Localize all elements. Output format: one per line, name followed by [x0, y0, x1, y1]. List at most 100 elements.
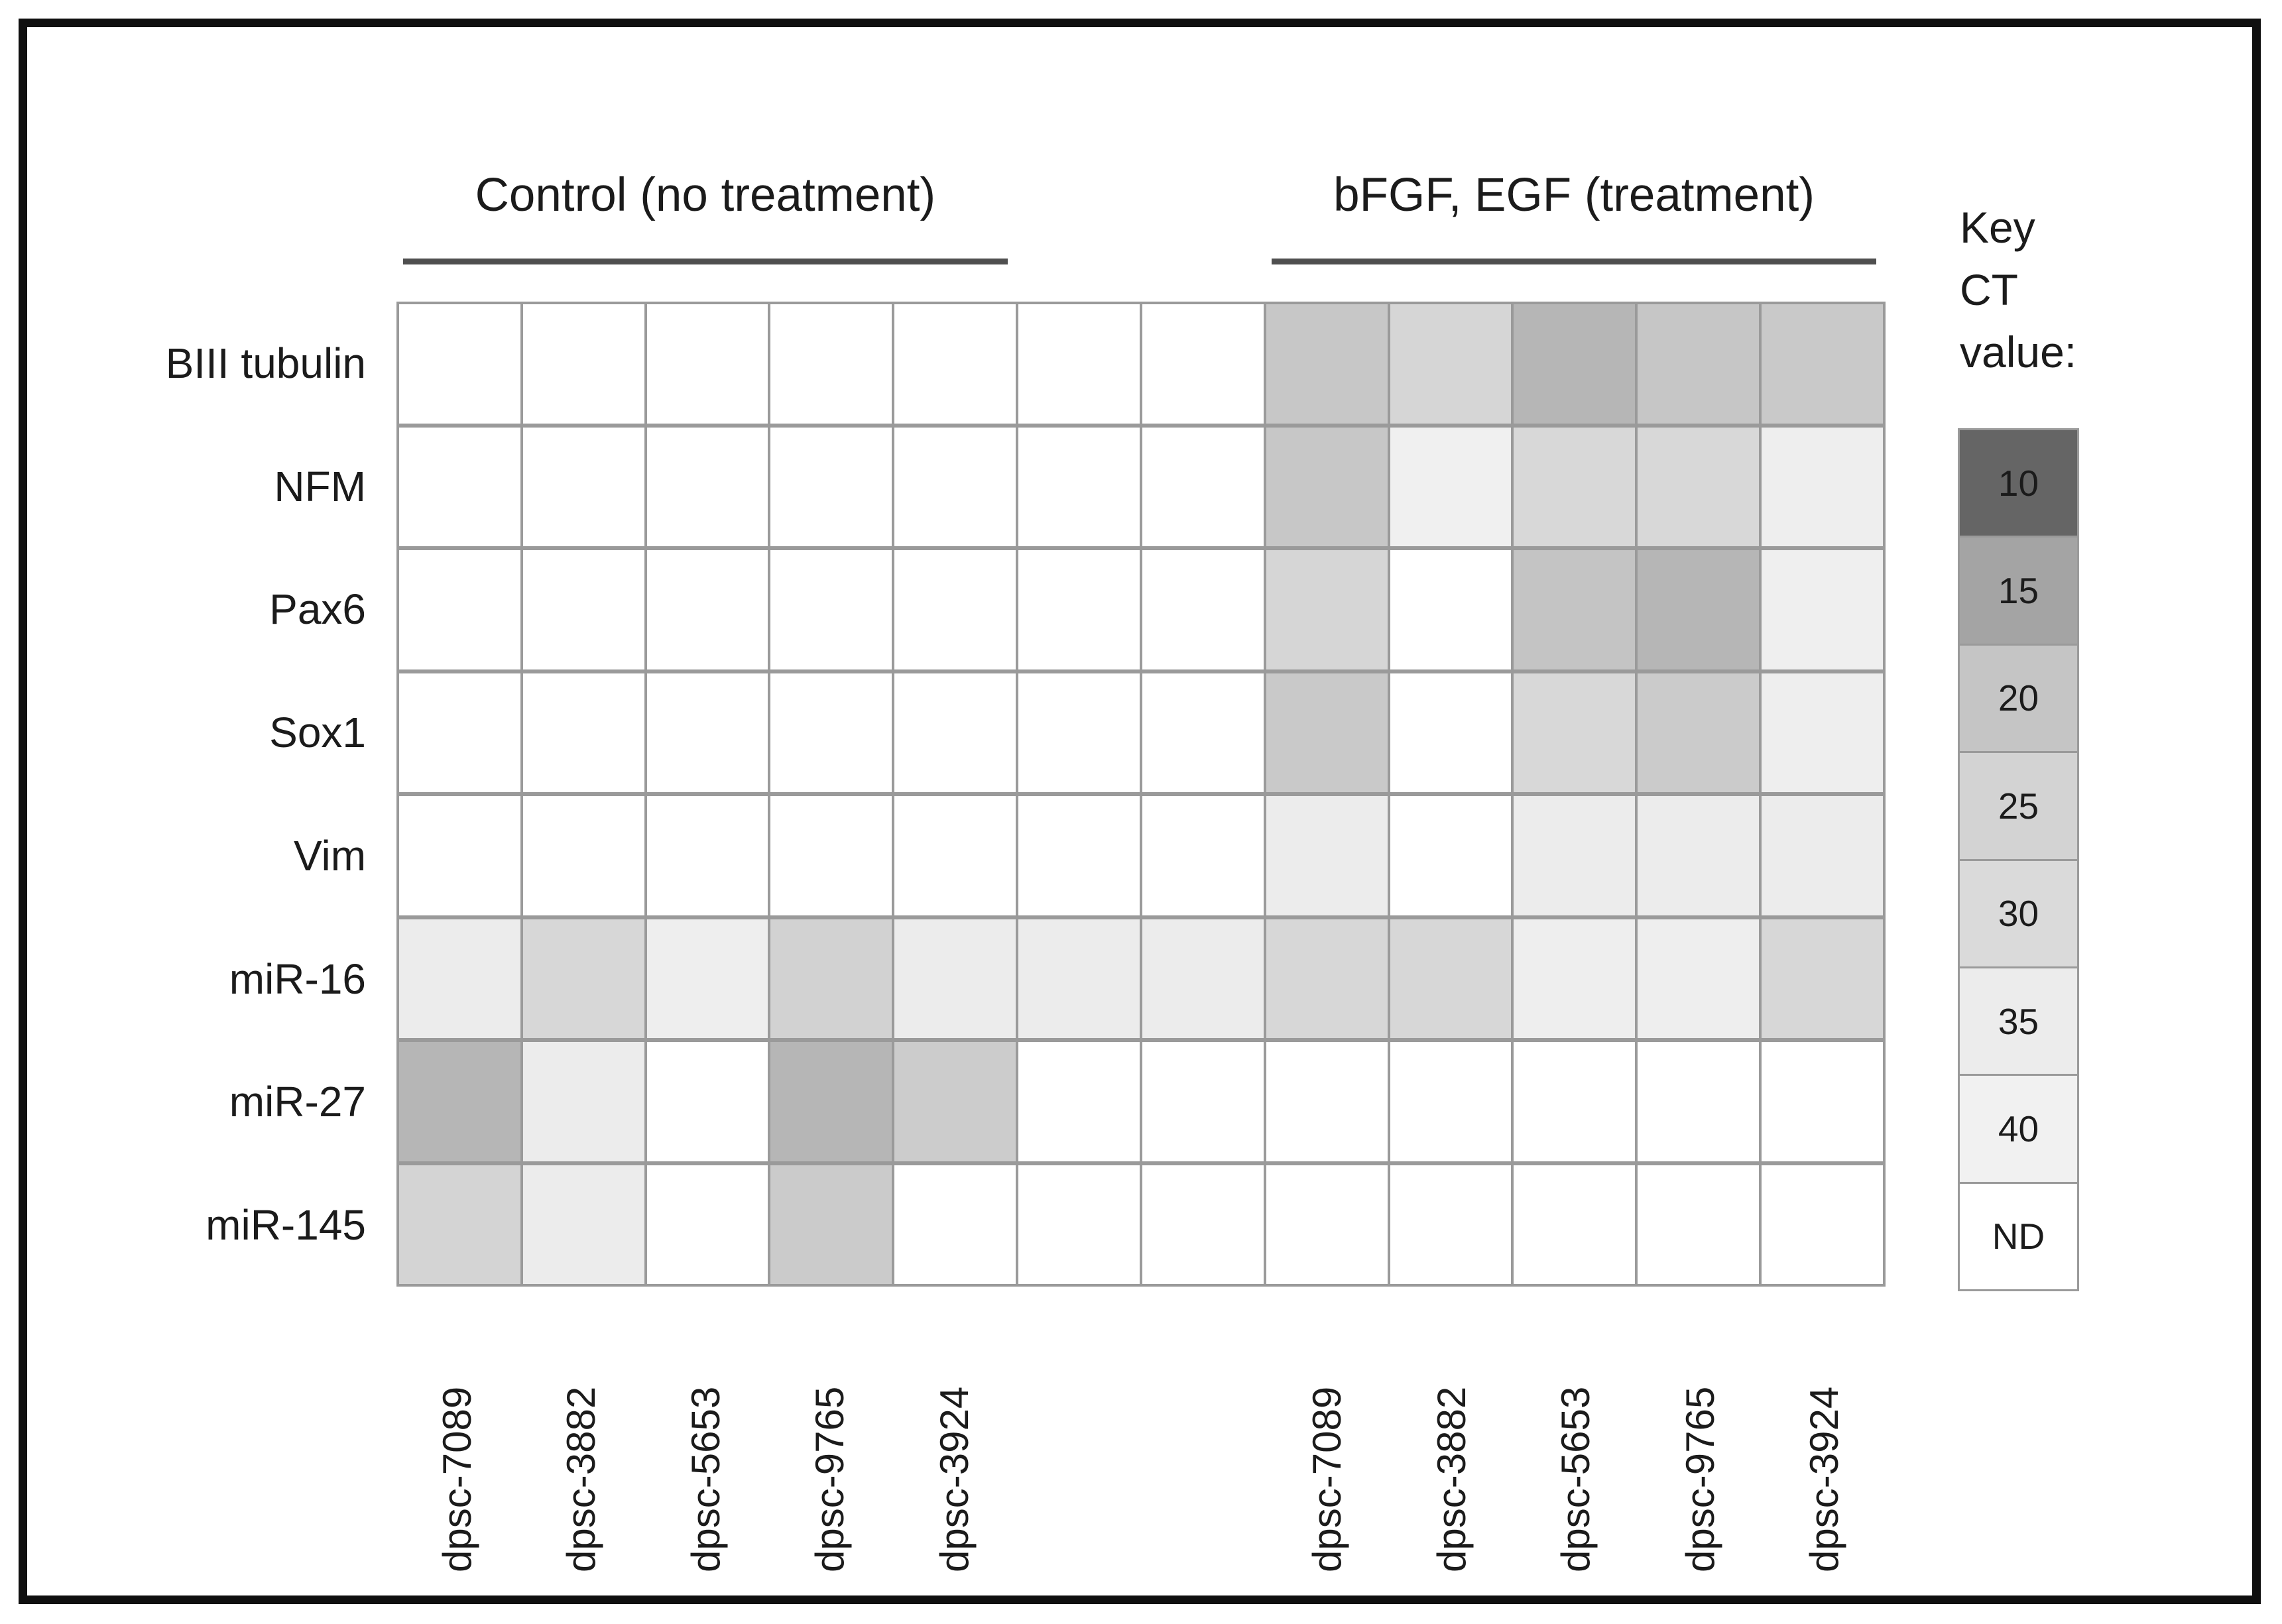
heatmap-cell — [1514, 673, 1636, 792]
column-spacer — [1018, 1319, 1140, 1584]
heatmap-cell — [646, 796, 768, 915]
heatmap-cell — [1762, 1165, 1883, 1284]
key-swatch-30: 30 — [1960, 860, 2077, 966]
column-label: dpsc-9765 — [1677, 1386, 1722, 1572]
heatmap-cell — [646, 1165, 768, 1284]
heatmap-cell — [770, 919, 892, 1038]
heatmap-cell — [1018, 919, 1140, 1038]
heatmap-cell — [1390, 796, 1512, 915]
figure-border-frame — [19, 19, 2261, 1604]
heatmap-cell — [1018, 427, 1140, 546]
heatmap-cell — [1638, 1042, 1760, 1161]
treatment-underline — [1272, 259, 1876, 264]
column-label-cell: dpsc-3924 — [894, 1319, 1016, 1584]
heatmap-cell — [770, 427, 892, 546]
heatmap-cell — [1390, 673, 1512, 792]
heatmap-cell — [646, 550, 768, 669]
heatmap-cell — [1266, 1165, 1388, 1284]
heatmap-cell — [399, 1165, 520, 1284]
heatmap-cell — [522, 304, 644, 424]
column-label-cell: dpsc-5653 — [645, 1319, 767, 1584]
heatmap-cell — [646, 1042, 768, 1161]
key-swatch-10: 10 — [1960, 430, 2077, 536]
row-label: BIII tubulin — [165, 339, 366, 387]
column-label-cell: dpsc-5653 — [1516, 1319, 1638, 1584]
heatmap-cell — [1390, 1042, 1512, 1161]
heatmap-cell — [1142, 427, 1264, 546]
heatmap-cell — [1514, 1165, 1636, 1284]
row-label: NFM — [274, 462, 366, 510]
heatmap-cell — [1514, 919, 1636, 1038]
heatmap-cell — [1390, 304, 1512, 424]
heatmap-cell — [1638, 673, 1760, 792]
heatmap-cell — [1266, 427, 1388, 546]
heatmap-cell — [399, 796, 520, 915]
heatmap-cell — [894, 673, 1016, 792]
heatmap-cell — [1638, 919, 1760, 1038]
heatmap-cell — [1638, 550, 1760, 669]
heatmap-cell — [1762, 796, 1883, 915]
column-label: dpsc-3882 — [559, 1386, 604, 1572]
heatmap-cell — [522, 427, 644, 546]
heatmap-cell — [1142, 1042, 1264, 1161]
key-swatch-15: 15 — [1960, 538, 2077, 644]
heatmap-cell — [1762, 919, 1883, 1038]
heatmap-cell — [1018, 1165, 1140, 1284]
heatmap-cell — [399, 427, 520, 546]
key-swatch-40: 40 — [1960, 1076, 2077, 1182]
heatmap-cell — [1638, 1165, 1760, 1284]
heatmap-cell — [1142, 550, 1264, 669]
heatmap-cell — [399, 304, 520, 424]
heatmap-cell — [770, 796, 892, 915]
row-label: miR-27 — [229, 1078, 366, 1126]
heatmap-cell — [1018, 673, 1140, 792]
heatmap-cell — [1638, 304, 1760, 424]
key-swatch-label: 15 — [1998, 570, 2039, 612]
heatmap-cell — [1762, 1042, 1883, 1161]
heatmap-cell — [770, 1042, 892, 1161]
heatmap-cell — [770, 304, 892, 424]
heatmap-cell — [1514, 1042, 1636, 1161]
column-label: dpsc-7089 — [1305, 1386, 1350, 1572]
key-swatch-label: 40 — [1998, 1108, 2039, 1149]
heatmap-cell — [1142, 673, 1264, 792]
control-group-title: Control (no treatment) — [475, 169, 936, 221]
heatmap-cell — [894, 427, 1016, 546]
key-swatch-20: 20 — [1960, 645, 2077, 752]
row-label: miR-145 — [206, 1201, 366, 1249]
heatmap-cell — [1018, 304, 1140, 424]
heatmap-cell — [399, 673, 520, 792]
column-label: dpsc-7089 — [434, 1386, 479, 1572]
heatmap-cell — [1018, 550, 1140, 669]
heatmap-cell — [1266, 1042, 1388, 1161]
key-title: Key CT value: — [1960, 203, 2077, 377]
heatmap-cell — [646, 304, 768, 424]
heatmap-cell — [1390, 919, 1512, 1038]
row-label: Sox1 — [269, 709, 366, 757]
heatmap-cell — [1142, 796, 1264, 915]
heatmap-cell — [1142, 304, 1264, 424]
column-label-cell: dpsc-7089 — [1267, 1319, 1389, 1584]
heatmap-cell — [399, 550, 520, 669]
row-label: miR-16 — [229, 955, 366, 1003]
column-label: dpsc-9765 — [808, 1386, 853, 1572]
heatmap-cell — [1514, 550, 1636, 669]
treatment-group-title: bFGF, EGF (treatment) — [1333, 169, 1815, 221]
heatmap-grid — [396, 302, 1886, 1287]
heatmap-cell — [1762, 304, 1883, 424]
column-label-row: dpsc-7089 dpsc-3882 dpsc-5653 dpsc-9765 dpsc… — [396, 1319, 1886, 1584]
key-swatch-label: 30 — [1998, 893, 2039, 935]
heatmap-cell — [1018, 796, 1140, 915]
heatmap-cell — [522, 1042, 644, 1161]
heatmap-cell — [770, 673, 892, 792]
heatmap-cell — [646, 673, 768, 792]
key-swatch-label: 10 — [1998, 462, 2039, 504]
heatmap-cell — [522, 796, 644, 915]
column-label-cell: dpsc-9765 — [770, 1319, 892, 1584]
heatmap-cell — [1390, 1165, 1512, 1284]
heatmap-cell — [1142, 919, 1264, 1038]
heatmap-cell — [1638, 427, 1760, 546]
key-swatch-column: 10 15 20 25 30 35 40 ND — [1958, 428, 2079, 1291]
column-label: dpsc-5653 — [683, 1386, 728, 1572]
heatmap-cell — [522, 550, 644, 669]
